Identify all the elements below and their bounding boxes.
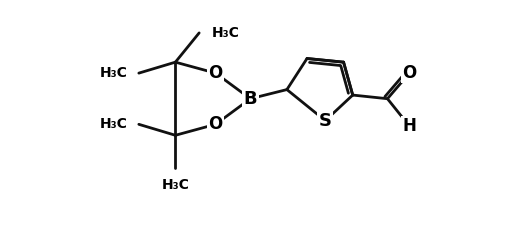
Text: H₃C: H₃C <box>99 66 127 80</box>
Text: H₃C: H₃C <box>212 26 240 40</box>
Text: O: O <box>208 115 223 133</box>
Text: H: H <box>402 117 417 135</box>
Text: O: O <box>208 64 223 82</box>
Text: B: B <box>243 90 257 108</box>
Text: O: O <box>402 64 417 82</box>
Text: H₃C: H₃C <box>99 117 127 131</box>
Text: S: S <box>319 112 332 130</box>
Text: H₃C: H₃C <box>162 178 189 192</box>
